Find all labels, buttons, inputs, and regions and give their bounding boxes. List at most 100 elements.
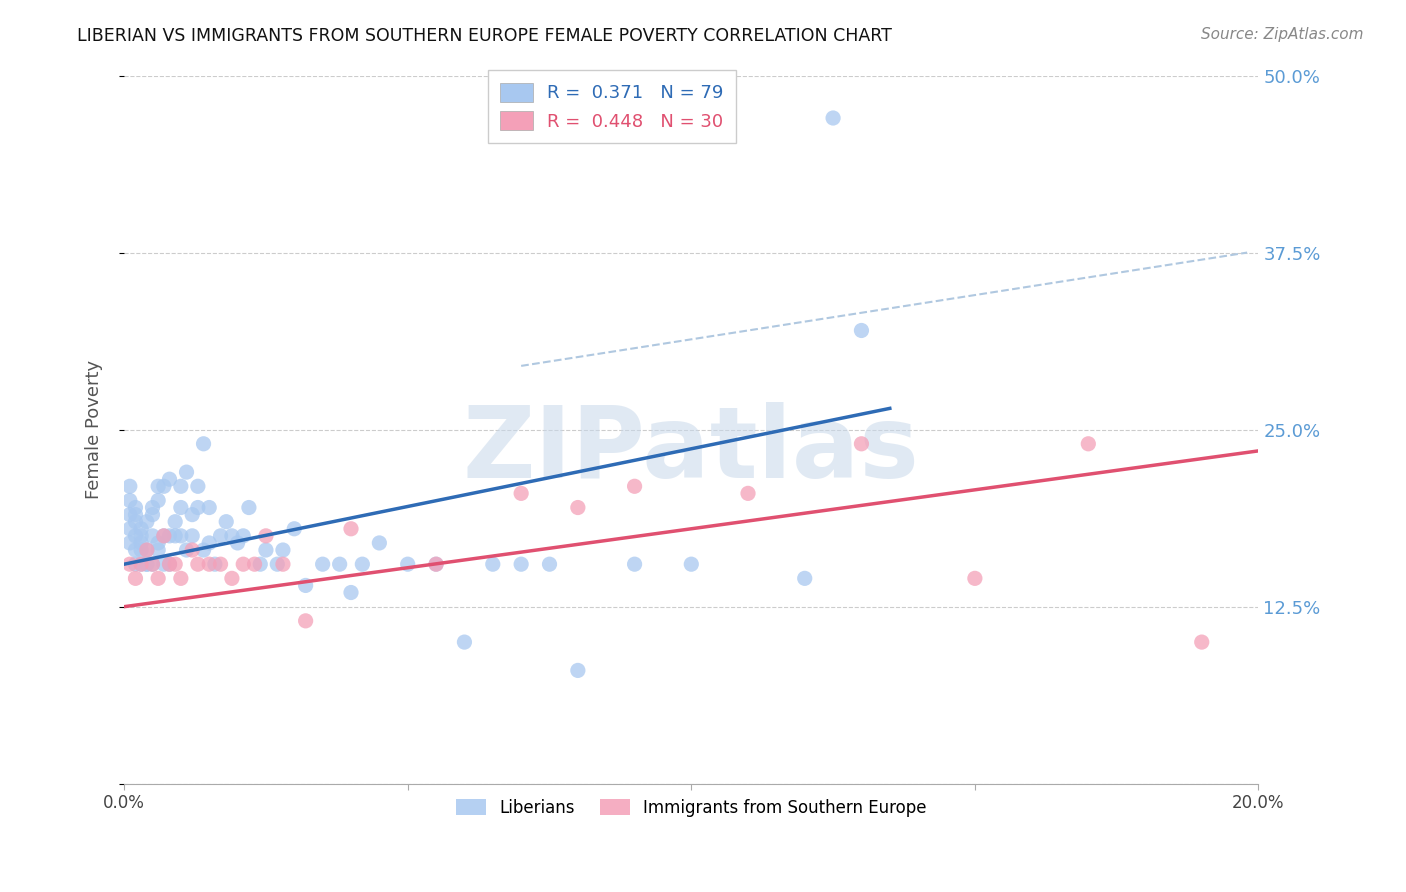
Point xyxy=(425,557,447,571)
Point xyxy=(271,557,294,571)
Point xyxy=(215,515,238,529)
Point xyxy=(187,479,209,493)
Point xyxy=(271,543,294,558)
Point xyxy=(254,529,277,543)
Point xyxy=(146,493,169,508)
Point xyxy=(129,536,152,550)
Point xyxy=(124,500,146,515)
Point xyxy=(165,515,187,529)
Point xyxy=(851,437,873,451)
Point xyxy=(209,529,232,543)
Point xyxy=(124,543,146,558)
Point xyxy=(181,508,204,522)
Point xyxy=(118,508,141,522)
Point xyxy=(118,522,141,536)
Point xyxy=(963,571,986,585)
Point xyxy=(181,543,204,558)
Point xyxy=(221,529,243,543)
Point xyxy=(1077,437,1099,451)
Point xyxy=(793,571,815,585)
Point xyxy=(193,543,215,558)
Point xyxy=(221,571,243,585)
Point xyxy=(165,557,187,571)
Point xyxy=(623,479,645,493)
Point xyxy=(232,529,254,543)
Point xyxy=(159,557,181,571)
Point xyxy=(141,500,163,515)
Point xyxy=(294,614,316,628)
Point xyxy=(141,508,163,522)
Point xyxy=(209,557,232,571)
Point xyxy=(135,557,157,571)
Point xyxy=(232,557,254,571)
Point xyxy=(243,557,266,571)
Point xyxy=(226,536,249,550)
Point xyxy=(124,557,146,571)
Point xyxy=(329,557,352,571)
Point xyxy=(294,578,316,592)
Point xyxy=(124,571,146,585)
Point xyxy=(352,557,374,571)
Point xyxy=(567,500,589,515)
Point xyxy=(153,557,176,571)
Point xyxy=(118,536,141,550)
Point xyxy=(254,543,277,558)
Point xyxy=(176,543,198,558)
Point xyxy=(141,557,163,571)
Point xyxy=(368,536,391,550)
Point xyxy=(204,557,226,571)
Point xyxy=(159,529,181,543)
Point xyxy=(193,437,215,451)
Legend: Liberians, Immigrants from Southern Europe: Liberians, Immigrants from Southern Euro… xyxy=(447,790,935,825)
Point xyxy=(146,479,169,493)
Point xyxy=(118,493,141,508)
Point xyxy=(851,323,873,337)
Point xyxy=(170,500,193,515)
Point xyxy=(159,557,181,571)
Point xyxy=(198,536,221,550)
Point xyxy=(538,557,561,571)
Point xyxy=(283,522,305,536)
Point xyxy=(176,465,198,479)
Point xyxy=(238,500,260,515)
Point xyxy=(681,557,703,571)
Point xyxy=(823,111,845,125)
Point xyxy=(124,529,146,543)
Point xyxy=(124,508,146,522)
Point xyxy=(170,571,193,585)
Point xyxy=(481,557,503,571)
Point xyxy=(129,522,152,536)
Point xyxy=(510,486,533,500)
Point xyxy=(146,536,169,550)
Y-axis label: Female Poverty: Female Poverty xyxy=(86,360,103,500)
Point xyxy=(623,557,645,571)
Point xyxy=(141,529,163,543)
Point xyxy=(146,571,169,585)
Point xyxy=(129,557,152,571)
Text: LIBERIAN VS IMMIGRANTS FROM SOUTHERN EUROPE FEMALE POVERTY CORRELATION CHART: LIBERIAN VS IMMIGRANTS FROM SOUTHERN EUR… xyxy=(77,27,893,45)
Point xyxy=(129,529,152,543)
Point xyxy=(146,543,169,558)
Point xyxy=(340,585,363,599)
Point xyxy=(1191,635,1213,649)
Point xyxy=(129,557,152,571)
Point xyxy=(165,529,187,543)
Point xyxy=(135,543,157,558)
Point xyxy=(153,529,176,543)
Point xyxy=(187,500,209,515)
Point xyxy=(340,522,363,536)
Point xyxy=(510,557,533,571)
Point xyxy=(153,479,176,493)
Point xyxy=(181,529,204,543)
Point xyxy=(249,557,271,571)
Point xyxy=(124,515,146,529)
Point xyxy=(141,557,163,571)
Point xyxy=(118,557,141,571)
Point xyxy=(135,557,157,571)
Point xyxy=(453,635,475,649)
Point xyxy=(129,543,152,558)
Point xyxy=(187,557,209,571)
Point xyxy=(198,557,221,571)
Point xyxy=(737,486,759,500)
Text: Source: ZipAtlas.com: Source: ZipAtlas.com xyxy=(1201,27,1364,42)
